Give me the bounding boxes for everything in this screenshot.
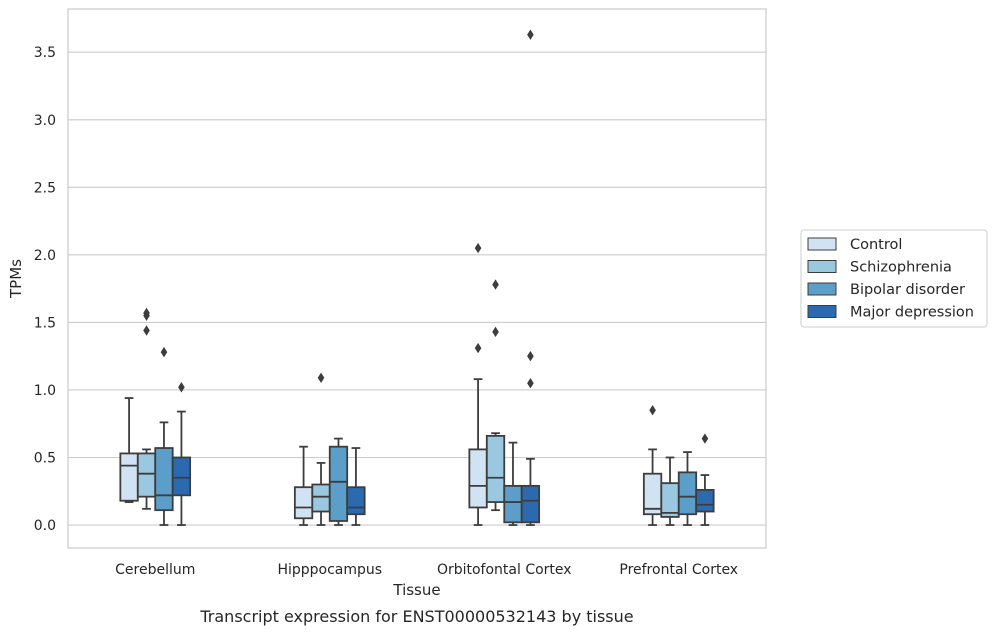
y-tick-label: 0.0: [34, 518, 56, 534]
outlier-point: [492, 279, 499, 290]
box: [154, 447, 174, 512]
outlier-point: [474, 242, 482, 254]
outlier-point: [701, 433, 709, 444]
box: [119, 452, 139, 502]
box: [660, 482, 680, 518]
chart-caption: Transcript expression for ENST0000053214…: [199, 607, 633, 626]
x-tick-labels: Cerebellum Hipppocampus Orbitofontal Corte…: [115, 562, 738, 578]
legend-swatch: [807, 282, 837, 296]
outlier-point: [317, 372, 325, 383]
y-tick-label: 0.5: [34, 450, 56, 466]
outlier-point: [527, 29, 534, 40]
box-groups: [119, 29, 715, 526]
outlier-point: [492, 326, 499, 338]
outlier-point: [178, 382, 185, 393]
y-tick-label: 1.0: [34, 383, 56, 399]
x-tick-label: Prefrontal Cortex: [619, 562, 738, 578]
legend-swatch: [807, 305, 837, 318]
box: [311, 483, 331, 513]
outlier-point: [474, 342, 482, 354]
y-tick-labels: 0.0 0.5 1.0 1.5 2.0 2.5 3.0 3.5: [34, 45, 56, 534]
y-tick-label: 3.5: [34, 45, 56, 61]
x-tick-label: Hipppocampus: [277, 562, 382, 578]
y-tick-label: 2.5: [34, 180, 56, 196]
box: [293, 486, 314, 520]
box: [695, 489, 715, 513]
box-group-hipppocampus: [293, 372, 366, 526]
y-tick-label: 2.0: [34, 248, 56, 264]
box: [346, 486, 366, 516]
legend-swatch: [807, 260, 837, 273]
y-tick-label: 3.0: [34, 113, 56, 129]
box: [520, 484, 541, 524]
outlier-point: [527, 377, 534, 389]
box: [468, 448, 488, 509]
x-axis-title: Tissue: [392, 581, 440, 599]
box: [677, 471, 698, 516]
outlier-point: [649, 405, 656, 416]
box: [328, 445, 349, 522]
legend: Control Schizophrenia Bipolar disorder Majo…: [800, 229, 988, 328]
box: [485, 434, 506, 503]
legend-label: Bipolar disorder: [850, 282, 965, 298]
plot-frame: [67, 8, 767, 549]
legend-box: [800, 229, 988, 328]
box: [136, 452, 157, 498]
y-axis-title: TPMs: [7, 259, 25, 299]
box-group-orbitofontal-cortex: [468, 29, 541, 526]
x-tick-label: Orbitofontal Cortex: [437, 562, 572, 578]
outlier-point: [527, 350, 534, 362]
x-tick-label: Cerebellum: [115, 562, 195, 578]
box: [171, 456, 192, 497]
box: [503, 484, 523, 524]
legend-label: Major depression: [850, 305, 974, 321]
outlier-point: [143, 307, 150, 319]
outlier-point: [160, 346, 168, 358]
box-group-cerebellum: [119, 307, 192, 526]
legend-label: Control: [850, 237, 902, 253]
y-tick-label: 1.5: [34, 315, 56, 331]
legend-swatch: [807, 237, 837, 251]
outlier-point: [143, 325, 150, 336]
box-group-prefrontal-cortex: [642, 405, 715, 526]
legend-label: Schizophrenia: [850, 260, 952, 276]
